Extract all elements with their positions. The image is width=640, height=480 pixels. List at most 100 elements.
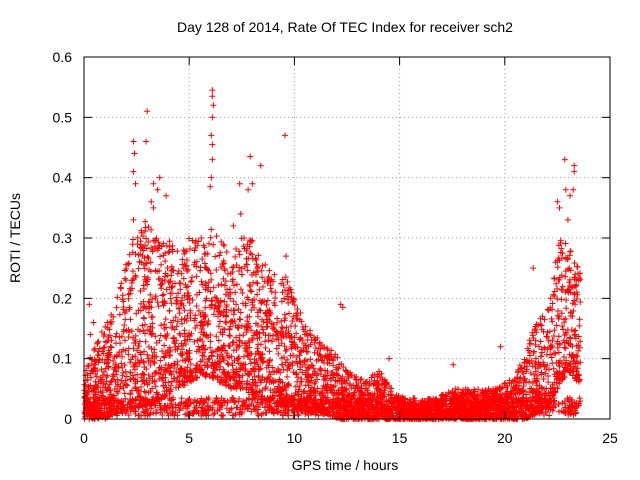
data-point xyxy=(186,347,193,354)
data-point xyxy=(175,402,182,409)
data-point xyxy=(560,353,567,360)
data-point xyxy=(215,299,222,306)
data-point xyxy=(442,391,449,398)
data-point xyxy=(236,337,243,344)
data-point xyxy=(324,368,331,375)
data-point xyxy=(282,287,289,294)
data-point xyxy=(215,399,222,406)
data-point xyxy=(92,357,99,364)
data-point xyxy=(217,264,224,271)
data-point xyxy=(486,388,493,395)
data-point xyxy=(318,357,325,364)
data-point xyxy=(136,393,143,400)
data-point xyxy=(572,271,579,278)
data-point xyxy=(577,359,584,366)
data-point xyxy=(162,316,169,323)
data-point xyxy=(178,346,185,353)
data-point xyxy=(259,350,266,357)
data-point xyxy=(451,400,458,407)
data-point xyxy=(81,410,88,417)
data-point xyxy=(541,316,548,323)
data-point xyxy=(347,369,354,376)
data-point xyxy=(278,388,285,395)
data-point xyxy=(280,366,287,373)
data-point xyxy=(122,410,129,417)
data-point xyxy=(538,369,545,376)
data-point xyxy=(325,354,332,361)
data-point xyxy=(351,389,358,396)
data-point xyxy=(220,376,227,383)
data-point xyxy=(543,333,550,340)
data-point xyxy=(328,369,335,376)
data-point xyxy=(141,254,148,261)
data-point xyxy=(217,329,224,336)
data-point xyxy=(304,349,311,356)
data-point xyxy=(346,390,353,397)
data-point xyxy=(497,395,504,402)
data-point xyxy=(327,351,334,358)
data-point xyxy=(294,374,301,381)
data-point xyxy=(151,377,158,384)
data-point xyxy=(103,360,110,367)
data-point xyxy=(249,335,256,342)
data-point xyxy=(121,390,128,397)
data-point xyxy=(227,375,234,382)
data-point xyxy=(449,409,456,416)
data-point xyxy=(448,412,455,419)
data-point xyxy=(91,347,98,354)
data-point xyxy=(575,342,582,349)
data-point xyxy=(244,267,251,274)
data-point xyxy=(186,295,193,302)
data-point xyxy=(382,385,389,392)
data-point xyxy=(233,301,240,308)
data-point xyxy=(169,290,176,297)
data-point xyxy=(203,359,210,366)
data-point xyxy=(268,406,275,413)
data-point xyxy=(99,372,106,379)
data-point xyxy=(328,347,335,354)
data-point xyxy=(245,386,252,393)
data-point xyxy=(171,340,178,347)
data-point xyxy=(333,389,340,396)
data-point xyxy=(562,345,569,352)
data-point xyxy=(221,298,228,305)
data-point xyxy=(191,317,198,324)
data-point xyxy=(241,345,248,352)
data-point xyxy=(522,405,529,412)
data-point xyxy=(181,337,188,344)
data-point xyxy=(561,364,568,371)
data-point xyxy=(538,349,545,356)
data-point xyxy=(163,242,170,249)
data-point xyxy=(185,266,192,273)
data-point xyxy=(126,399,133,406)
data-point xyxy=(264,307,271,314)
data-point xyxy=(572,327,579,334)
data-point xyxy=(106,381,113,388)
data-point xyxy=(307,327,314,334)
data-point xyxy=(262,261,269,268)
data-point xyxy=(120,406,127,413)
data-point xyxy=(142,338,149,345)
data-point xyxy=(234,383,241,390)
data-point xyxy=(534,404,541,411)
data-point xyxy=(209,406,216,413)
data-point xyxy=(220,357,227,364)
data-point xyxy=(532,327,539,334)
data-point xyxy=(551,274,558,281)
data-point xyxy=(551,389,558,396)
data-point xyxy=(376,371,383,378)
data-point xyxy=(287,323,294,330)
data-point xyxy=(305,395,312,402)
data-point xyxy=(386,412,393,419)
data-point xyxy=(543,351,550,358)
data-point xyxy=(302,382,309,389)
data-point xyxy=(316,390,323,397)
data-point xyxy=(255,252,262,259)
data-point xyxy=(164,264,171,271)
data-point xyxy=(549,337,556,344)
data-point xyxy=(278,334,285,341)
data-point xyxy=(204,287,211,294)
data-point xyxy=(433,405,440,412)
data-point xyxy=(113,304,120,311)
data-point xyxy=(215,337,222,344)
